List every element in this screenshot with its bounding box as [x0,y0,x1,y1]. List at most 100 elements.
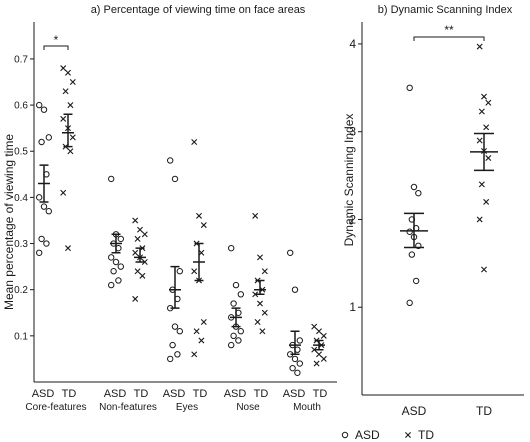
panel-a-mean-error-bar-asd [38,164,50,203]
panel-a-y-tick-label: 0.7 [14,54,28,65]
panel-b-point-td [478,181,485,188]
panel-a-point-asd [167,355,174,363]
panel-a-point-td [191,268,198,275]
panel-a-point-td [141,231,148,238]
panel-b-point-td [476,137,483,144]
panel-b-category-label: ASD [402,404,427,418]
panel-a-point-asd [176,268,184,275]
panel-a-point-asd [228,341,235,349]
panel-a-point-td [134,235,141,242]
panel-b-significance: ** [413,23,485,41]
panel-a-point-asd [38,138,45,146]
panel-a-group-label-asd: ASD [283,388,306,400]
panel-a-point-td [60,115,67,122]
panel-b-point-td [481,266,487,273]
panel-a-point-td [67,102,74,109]
panel-a-point-asd [108,254,115,261]
panel-b-error-bars [400,132,498,249]
panel-a-category-label: Mouth [293,402,321,413]
panel-a-point-td [132,217,139,224]
panel-a-point-td [320,355,327,362]
panel-a-point-td [257,254,263,261]
panel-a-point-td [139,272,146,279]
panel-b-point-asd [410,183,418,191]
panel-a-point-asd [36,249,43,256]
panel-b-point-td [483,124,490,131]
panel-a-point-td [200,222,207,229]
panel-a-point-asd [287,249,294,256]
panel-b: b) Dynamic Scanning Index Dynamic Scanni… [342,4,524,418]
panel-b-significance-marker: ** [444,23,454,37]
panel-a-mean-error-bar-asd [230,307,242,328]
panel-a-mean-error-bar-td [62,113,74,148]
panel-a-point-td [67,148,74,155]
panel-a-point-asd [294,369,301,376]
panel-a-point-td [261,309,268,316]
panel-a-point-asd [171,175,179,183]
panel-a-point-td [137,226,143,233]
panel-a-category-label: Nose [236,402,260,413]
panel-a-point-td [65,245,71,252]
panel-b-x-labels: ASD TD [402,404,493,418]
panel-a-x-labels: ASD TD Core-features ASD TD Non-features ASD TD… [25,388,327,413]
panel-a-point-asd [291,286,299,293]
panel-a-significance-marker: * [54,33,59,47]
panel-a-point-td [252,291,259,298]
panel-b-mean-error-bar-td [470,132,498,172]
panel-b-y-tick-label: 4 [349,37,356,51]
panel-a-point-asd [169,341,176,349]
panel-a-point-td [257,300,263,307]
panel-a-point-td [254,319,261,325]
panel-a-point-td [191,351,198,358]
panel-a-point-td [193,328,200,335]
panel-a-point-asd [45,208,52,215]
panel-a-point-asd [40,106,48,113]
panel-a-y-ticks: 0.1 0.2 0.3 0.4 0.5 0.6 0.7 [14,54,34,342]
panel-b-point-td [483,198,490,205]
panel-a-group-label-asd: ASD [224,388,247,400]
panel-a-point-td [132,295,139,302]
panel-b-point-asd [415,189,422,197]
panel-a-point-td [313,360,320,367]
panel-a-y-tick-label: 0.2 [14,285,28,296]
panel-a-points [36,65,327,376]
panel-a-point-asd [40,203,48,210]
legend-label-td: TD [418,428,434,442]
panel-b-mean-error-bar-asd [400,212,428,249]
panel-b-y-tick-label: 2 [349,212,356,226]
panel-a-point-td [60,65,67,72]
panel-a-point-td [132,249,139,256]
panel-a-point-td [196,212,202,219]
panel-b-y-tick-label: 3 [349,125,356,139]
panel-a-point-td [65,69,71,76]
panel-a-point-asd [230,300,237,307]
panel-a-point-td [259,328,266,335]
panel-a: a) Percentage of viewing time on face ar… [2,4,337,413]
panel-a-point-asd [291,355,299,363]
panel-b-point-td [476,43,483,50]
panel-a-point-td [62,88,69,95]
legend-marker-td [405,432,411,438]
panel-a-point-asd [108,281,115,289]
panel-b-points [406,43,492,307]
panel-a-point-asd [110,268,117,275]
panel-a-mean-error-bar-asd [169,265,181,309]
panel-b-point-td [478,108,485,115]
panel-a-point-asd [174,351,181,358]
panel-a-y-tick-label: 0.3 [14,239,28,250]
panel-b-point-td [476,216,483,223]
panel-b-point-asd [408,251,416,258]
panel-b-point-td [481,93,487,100]
panel-a-point-td [311,323,318,330]
panel-a-point-td [141,259,148,265]
panel-b-point-asd [406,84,413,92]
panel-a-category-label: Core-features [25,402,86,413]
panel-a-point-asd [171,323,179,330]
panel-a-point-asd [296,337,303,344]
panel-a-group-label-asd: ASD [163,388,186,400]
panel-a-point-asd [36,101,43,109]
panel-a-group-label-asd: ASD [104,388,127,400]
panel-a-point-asd [36,194,43,201]
panel-a-mean-error-bar-asd [289,330,301,356]
